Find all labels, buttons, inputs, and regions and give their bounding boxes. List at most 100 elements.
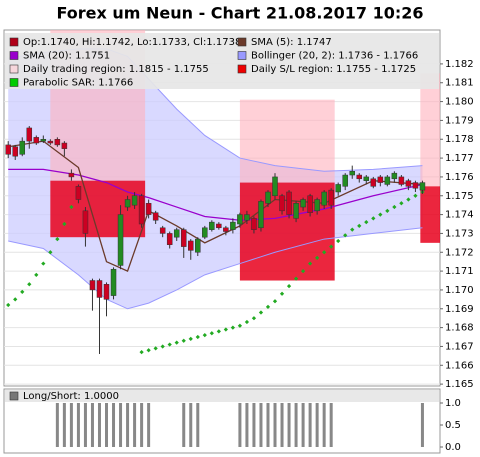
candle-body [12,146,18,157]
bar [69,403,73,447]
bar [76,403,80,447]
sl-region [50,180,146,238]
candle-body [180,229,187,247]
sar-dot [300,268,306,274]
candle-body [230,221,236,230]
y-tick-label: 1.179 [445,115,474,126]
sar-dot [343,233,348,238]
candle-body [398,176,405,185]
candle-body [96,280,103,298]
candle-body [328,189,334,206]
candle-body [244,214,250,221]
bar [238,403,242,447]
candle-body [131,195,138,206]
sar-dot [153,346,158,351]
y-tick-label: 1.172 [445,247,474,258]
y-tick-label: 1.177 [445,153,474,164]
bar [280,403,284,447]
bar [287,403,291,447]
sar-dot [251,316,257,321]
legend-box [5,33,439,89]
sar-dot [139,349,144,355]
candle-body [19,140,26,155]
candle-body [293,203,299,219]
sma20-line [8,168,423,221]
bar [420,403,424,447]
bar [196,403,200,447]
candle-body [272,176,278,197]
bar [266,403,270,447]
candle-body [370,178,377,187]
candle-body [384,176,391,185]
y-tick-label: 1.166 [445,360,474,371]
candle-body [152,212,159,221]
candle-body [82,210,89,234]
sar-dot [329,244,334,249]
bar [133,403,137,447]
candle-body [68,172,75,178]
legend-swatch [237,51,247,60]
sar-dot [371,216,376,221]
bar [308,403,312,447]
candle-body [110,268,117,296]
candle-body [75,186,82,200]
sar-dot [258,310,264,315]
sar-dot [209,331,214,336]
candle-body [209,221,215,230]
candle-body [335,184,341,193]
y-tick-label: 0.5 [445,420,461,431]
sar-dot [364,220,369,225]
y-tick-label: 1.174 [445,210,474,221]
sar-dot [160,344,165,349]
legend-label: Daily trading region: 1.1815 - 1.1755 [23,64,209,75]
legend-swatch [9,37,19,47]
sar-dot [413,193,418,198]
sl-region [420,186,440,243]
candle-body [279,195,285,212]
y-tick-label: 1.175 [445,191,474,202]
sar-dot [350,227,355,232]
bar [140,403,144,447]
legend-label: SMA (5): 1.1747 [251,37,332,48]
sar-dot [307,261,313,266]
sar-dot [202,333,207,338]
candle-body [300,199,306,208]
candle-body [258,201,264,229]
sar-dot [279,291,285,296]
trading-region [239,99,335,183]
candle-body [314,199,320,212]
sar-dot [286,284,292,289]
bar [90,403,94,447]
bar [119,403,123,447]
sar-dot [378,212,383,217]
sar-dot [336,238,341,244]
legend-box [5,390,439,402]
bar [182,403,186,447]
sar-dot [265,304,271,310]
sar-dot [322,250,327,255]
legend-swatch [9,78,19,87]
candle-body [377,176,384,183]
legend-label: Daily S/L region: 1.1755 - 1.1725 [251,64,416,75]
sar-dot [406,197,411,202]
candle-body [237,214,243,225]
legend-label: Long/Short: 1.0000 [23,391,119,402]
candle-body [391,172,398,180]
y-tick-label: 1.171 [445,266,474,277]
sar-dot [48,250,53,255]
sar-dot [315,255,320,261]
sar-dot [55,236,60,242]
candle-body [103,284,110,300]
candle-body [173,229,180,238]
sar-dot [167,342,172,347]
y-tick-label: 1.178 [445,134,474,145]
candle-body [342,174,348,187]
sar-dot [244,319,250,325]
main-plot [4,30,440,385]
legend-swatch [9,64,19,74]
lower-plot [55,403,424,447]
candle-body [159,227,166,234]
bar [259,403,263,447]
overlay: 1.165 1.166 1.167 1.168 1.169 1.170 1.171 1.172… [5,33,474,453]
legend-swatch [237,64,247,74]
